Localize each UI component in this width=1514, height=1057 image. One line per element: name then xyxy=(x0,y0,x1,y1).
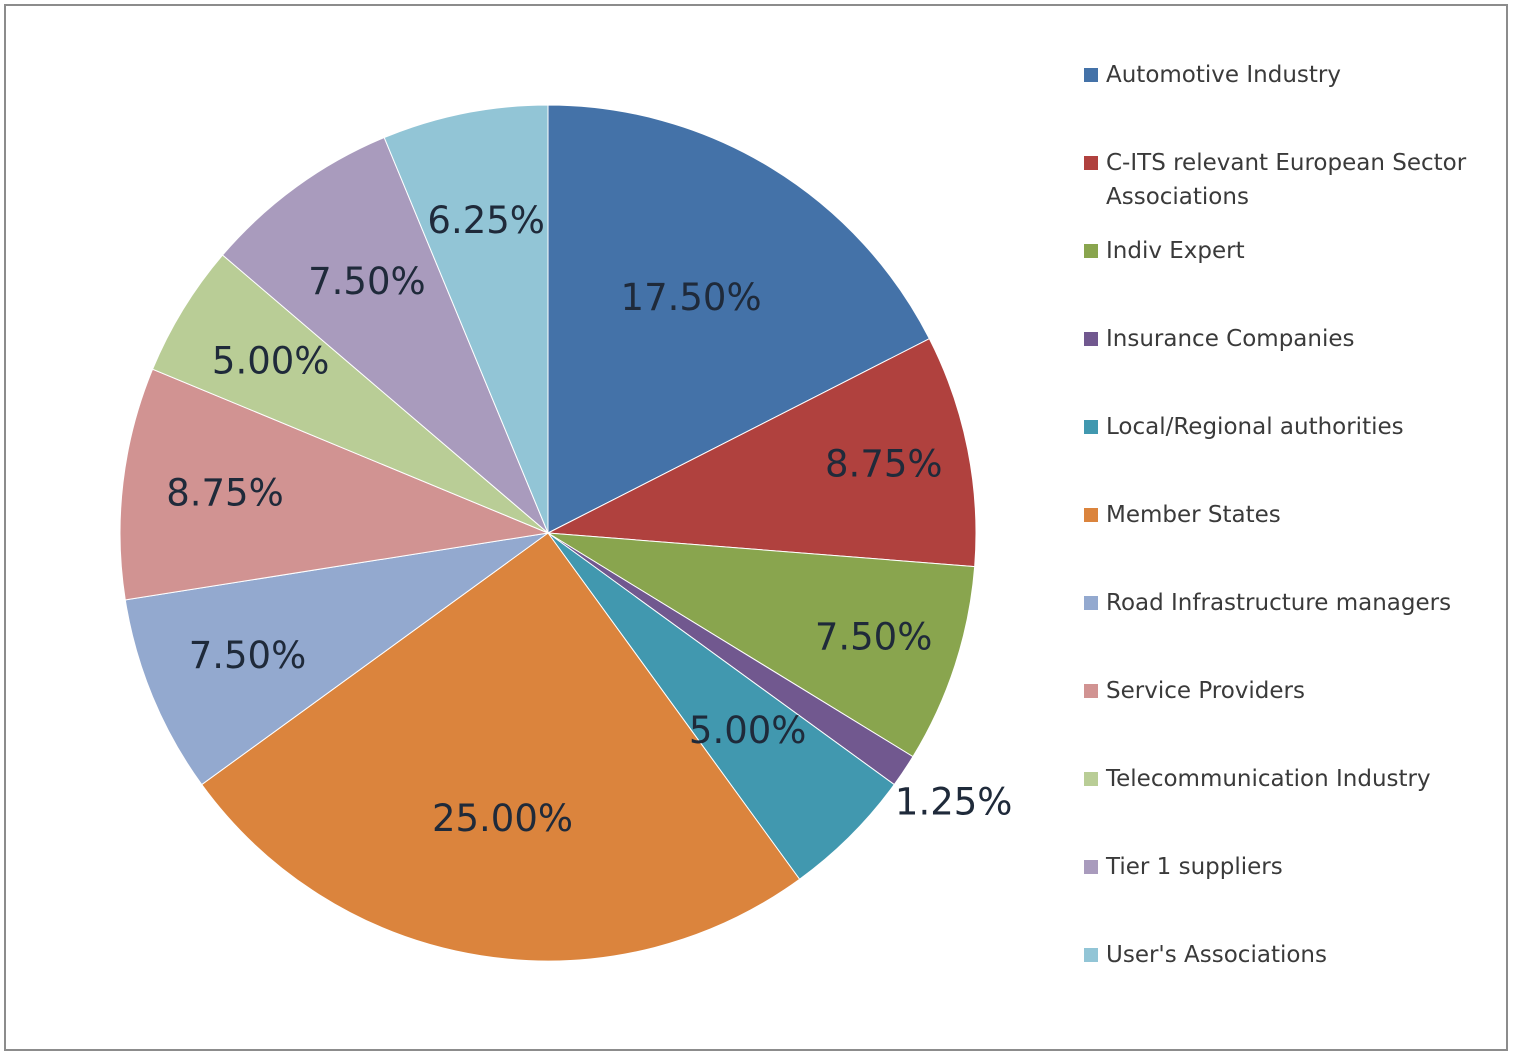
legend-swatch xyxy=(1084,684,1098,698)
pie-slice-6 xyxy=(201,532,801,962)
data-label-3: 7.50% xyxy=(815,615,933,658)
legend-label: Insurance Companies xyxy=(1106,326,1355,352)
data-label-8: 8.75% xyxy=(166,471,284,514)
legend-item: Indiv Expert xyxy=(1084,234,1486,268)
legend-label: Tier 1 suppliers xyxy=(1106,854,1283,880)
chart-frame: 17.50% 8.75% 7.50% 1.25% 5.00% 25.00% 7.50% 8.7… xyxy=(4,4,1508,1051)
legend-item: C-ITS relevant European Sector Associati… xyxy=(1084,146,1486,214)
legend-swatch xyxy=(1084,420,1098,434)
legend-label: Telecommunication Industry xyxy=(1106,766,1431,792)
legend-item: Local/Regional authorities xyxy=(1084,410,1486,444)
legend-item: Member States xyxy=(1084,498,1486,532)
legend-label: Local/Regional authorities xyxy=(1106,414,1404,440)
legend-item: Service Providers xyxy=(1084,674,1486,708)
legend-item: Telecommunication Industry xyxy=(1084,762,1486,796)
legend-swatch xyxy=(1084,156,1098,170)
legend-swatch xyxy=(1084,948,1098,962)
data-label-10: 7.50% xyxy=(308,260,426,303)
data-label-6: 25.00% xyxy=(432,797,573,840)
pie-slice-2 xyxy=(546,338,977,568)
data-label-1: 17.50% xyxy=(621,276,762,319)
legend-item: User's Associations xyxy=(1084,938,1486,972)
data-label-9: 5.00% xyxy=(212,340,330,383)
pie-slice-11 xyxy=(383,104,549,534)
legend-label: Indiv Expert xyxy=(1106,238,1245,264)
legend-label: Automotive Industry xyxy=(1106,62,1341,88)
legend-swatch xyxy=(1084,244,1098,258)
legend-item: Insurance Companies xyxy=(1084,322,1486,356)
pie-slice-8 xyxy=(119,368,550,601)
legend-label: Member States xyxy=(1106,502,1281,528)
pie-slice-7 xyxy=(124,532,549,786)
legend-item: Road Infrastructure managers xyxy=(1084,586,1486,620)
legend-item: Tier 1 suppliers xyxy=(1084,850,1486,884)
legend-swatch xyxy=(1084,508,1098,522)
data-label-7: 7.50% xyxy=(189,634,307,677)
data-label-4: 1.25% xyxy=(895,781,1013,824)
legend-swatch xyxy=(1084,332,1098,346)
data-label-2: 8.75% xyxy=(825,443,943,486)
legend-label: User's Associations xyxy=(1106,942,1327,968)
data-label-5: 5.00% xyxy=(689,709,807,752)
legend-item: Automotive Industry xyxy=(1084,58,1486,92)
legend-label: Service Providers xyxy=(1106,678,1305,704)
legend-label: Road Infrastructure managers xyxy=(1106,590,1452,616)
legend-swatch xyxy=(1084,860,1098,874)
pie-slice-10 xyxy=(221,136,549,534)
legend-swatch xyxy=(1084,772,1098,786)
pie-slice-3 xyxy=(547,532,976,758)
legend-swatch xyxy=(1084,68,1098,82)
pie-chart: 17.50% 8.75% 7.50% 1.25% 5.00% 25.00% 7.50% 8.7… xyxy=(119,104,1013,962)
pie-slice-1 xyxy=(547,104,931,534)
data-label-11: 6.25% xyxy=(427,199,545,242)
legend-swatch xyxy=(1084,596,1098,610)
legend-label: C-ITS relevant European Sector Associati… xyxy=(1106,150,1467,210)
